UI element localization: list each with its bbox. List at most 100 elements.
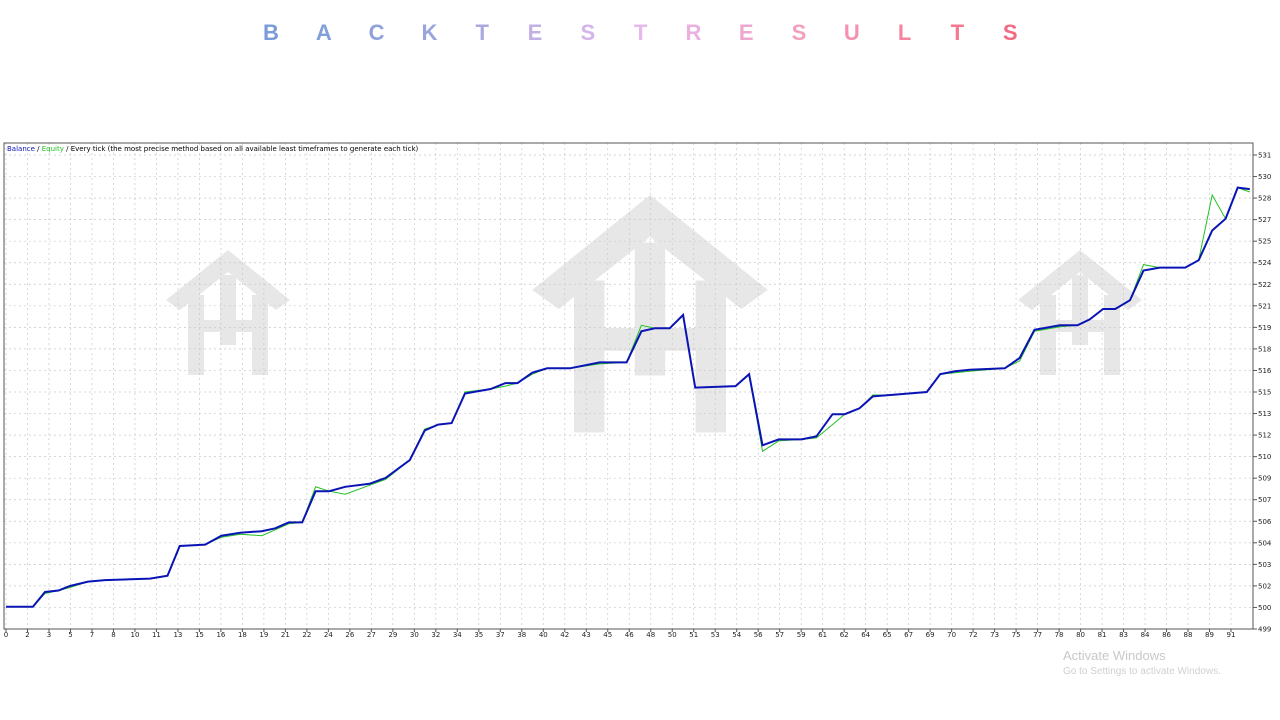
x-tick-label: 81 [1098,631,1107,639]
x-tick-label: 27 [367,631,376,639]
y-tick-label: 506 [1258,518,1272,526]
title-letter: E [527,20,543,45]
x-tick-label: 18 [238,631,247,639]
x-tick-label: 46 [625,631,634,639]
x-tick-label: 43 [582,631,591,639]
x-tick-label: 53 [711,631,720,639]
title-letter: T [950,20,965,45]
balance-line [6,186,1250,608]
x-tick-label: 22 [302,631,311,639]
x-tick-label: 32 [431,631,440,639]
x-tick-label: 51 [689,631,698,639]
x-tick-label: 0 [4,631,8,639]
x-tick-label: 34 [453,631,462,639]
x-tick-label: 77 [1033,631,1042,639]
y-tick-label: 528 [1258,195,1271,203]
y-tick-label: 500 [1258,604,1271,612]
y-tick-label: 530 [1258,173,1271,181]
x-tick-label: 62 [840,631,849,639]
logo-pillar [1072,275,1088,345]
x-tick-label: 35 [474,631,483,639]
x-tick-label: 54 [732,631,741,639]
title-letter: R [685,20,702,45]
x-tick-label: 7 [90,631,94,639]
x-tick-label: 29 [388,631,397,639]
x-tick-label: 73 [990,631,999,639]
logo-pillar [634,242,666,376]
x-tick-label: 65 [883,631,892,639]
plot-frame [3,142,1254,630]
y-tick-label: 503 [1258,561,1271,569]
logo-roof [532,195,768,309]
legend-separator: / [37,145,42,153]
x-tick-label: 45 [603,631,612,639]
activate-windows-title: Activate Windows [1063,648,1166,663]
grid [4,143,1253,630]
x-tick-label: 42 [560,631,569,639]
y-tick-label: 513 [1258,410,1271,418]
logo-pillar [695,280,726,433]
x-tick-label: 19 [259,631,268,639]
y-tick-label: 502 [1258,582,1271,590]
x-tick-label: 67 [904,631,913,639]
x-tick-label: 91 [1227,631,1236,639]
x-tick-label: 57 [775,631,784,639]
x-tick-label: 2 [25,631,29,639]
y-tick-label: 516 [1258,367,1272,375]
title-letter: T [475,20,489,45]
logo-pillar [220,275,236,345]
x-tick-label: 30 [410,631,419,639]
watermark-logo [532,195,768,433]
y-tick-label: 504 [1258,539,1272,547]
x-tick-label: 48 [646,631,655,639]
logo-roof [1018,250,1142,310]
y-tick-label: 515 [1258,389,1271,397]
x-tick-label: 15 [195,631,204,639]
x-tick-label: 75 [1012,631,1021,639]
x-tick-label: 69 [926,631,935,639]
logo-pillar [252,295,268,375]
x-tick-label: 88 [1184,631,1193,639]
x-tick-label: 24 [324,631,333,639]
logo-pillar [1104,295,1120,375]
x-tick-label: 3 [47,631,51,639]
logo-bar [574,328,726,351]
title-letter: E [738,20,754,45]
x-tick-label: 37 [496,631,505,639]
title-letter: S [791,20,807,45]
x-tick-label: 86 [1162,631,1171,639]
logo-bar [188,320,268,332]
y-tick-label: 507 [1258,496,1271,504]
y-tick-label: 510 [1258,453,1271,461]
logo-pillar [188,295,204,375]
x-tick-label: 38 [517,631,526,639]
x-tick-label: 61 [818,631,827,639]
title-letter: B [263,20,279,45]
y-tick-label: 512 [1258,432,1271,440]
x-tick-label: 11 [152,631,161,639]
y-axis: 499 500 502 503 504 506 507 509 510 512 513 515 516 5… [1253,152,1272,634]
x-tick-label: 78 [1055,631,1064,639]
logo-bar [1040,320,1120,332]
legend-balance: Balance [7,145,35,153]
x-tick-label: 72 [969,631,978,639]
y-tick-label: 525 [1258,238,1271,246]
x-tick-label: 16 [216,631,225,639]
title-letter: K [421,20,438,45]
x-tick-label: 59 [797,631,806,639]
x-tick-label: 80 [1076,631,1085,639]
title-letter: L [897,20,912,45]
y-tick-label: 509 [1258,475,1271,483]
legend-description: / Every tick (the most precise method ba… [66,145,419,153]
y-tick-label: 531 [1258,152,1271,160]
title-letter: C [368,20,385,45]
logo-pillar [1040,295,1056,375]
x-tick-label: 21 [281,631,290,639]
x-tick-label: 26 [345,631,354,639]
title-letter: T [633,20,648,45]
y-tick-label: 524 [1258,259,1272,267]
watermark-logo [166,250,290,375]
logo-pillar [574,280,605,433]
